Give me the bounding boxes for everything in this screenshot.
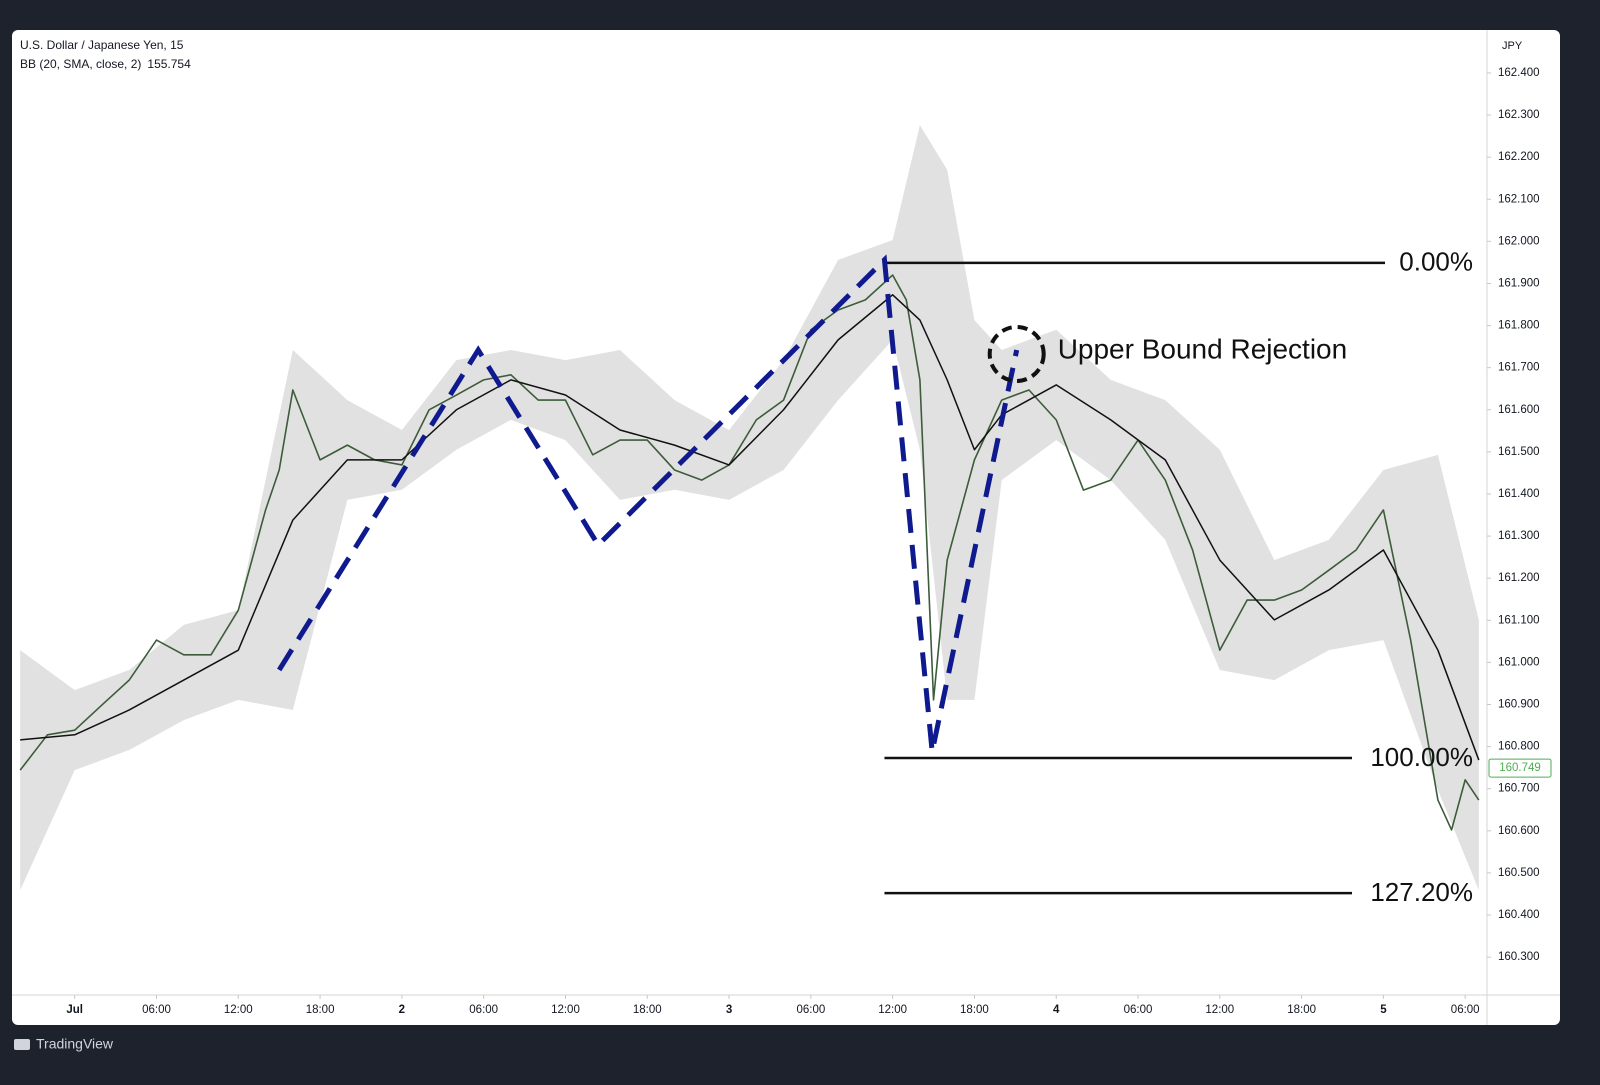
x-tick-label: 06:00 <box>1124 1004 1153 1016</box>
y-tick-label: 162.300 <box>1498 109 1540 121</box>
plot-area <box>19 125 1480 895</box>
y-tick-label: 161.700 <box>1498 362 1540 374</box>
y-tick-label: 160.400 <box>1498 909 1540 921</box>
annotation-circle <box>987 324 1046 383</box>
y-tick-label: 161.200 <box>1498 572 1540 584</box>
chart-title: U.S. Dollar / Japanese Yen, 15 <box>20 38 184 52</box>
y-tick-label: 161.300 <box>1498 530 1540 542</box>
x-tick-label: 06:00 <box>469 1004 498 1016</box>
fib-label: 100.00% <box>1370 742 1473 772</box>
x-tick-label: 18:00 <box>306 1004 335 1016</box>
annotation-text: Upper Bound Rejection <box>1058 333 1348 364</box>
x-tick-label: 18:00 <box>633 1004 662 1016</box>
y-tick-label: 162.400 <box>1498 67 1540 79</box>
x-tick-label: 12:00 <box>551 1004 580 1016</box>
y-tick-label: 161.800 <box>1498 320 1540 332</box>
y-tick-label: 161.400 <box>1498 488 1540 500</box>
y-tick-label: 160.900 <box>1498 699 1540 711</box>
x-tick-label: 12:00 <box>1205 1004 1234 1016</box>
indicator-name: BB (20, SMA, close, 2) <box>20 57 141 71</box>
fib-label: 0.00% <box>1399 247 1473 277</box>
bollinger-band <box>20 125 1479 891</box>
y-tick-label: 160.800 <box>1498 741 1540 753</box>
y-tick-label: 161.900 <box>1498 277 1540 289</box>
x-tick-label: 5 <box>1380 1004 1387 1016</box>
brand-name: TradingView <box>36 1036 114 1052</box>
y-tick-label: 161.100 <box>1498 614 1540 626</box>
chart-panel <box>12 30 1560 1025</box>
x-tick-label: Jul <box>66 1004 83 1016</box>
y-tick-label: 162.100 <box>1498 193 1540 205</box>
zigzag-pattern <box>277 254 1020 753</box>
last-price-label: 160.749 <box>1499 762 1541 774</box>
x-tick-label: 3 <box>726 1004 732 1016</box>
y-tick-label: 162.000 <box>1498 235 1540 247</box>
fib-label: 127.20% <box>1370 877 1473 907</box>
x-tick-label: 12:00 <box>878 1004 907 1016</box>
last-price-box <box>1488 758 1552 778</box>
x-tick-label: 18:00 <box>1287 1004 1316 1016</box>
y-tick-label: 160.600 <box>1498 825 1540 837</box>
price-line <box>20 294 1480 761</box>
y-tick-label: 160.300 <box>1498 951 1540 963</box>
x-tick-label: 06:00 <box>796 1004 825 1016</box>
x-tick-label: 06:00 <box>142 1004 171 1016</box>
y-tick-label: 160.700 <box>1498 783 1540 795</box>
x-tick-label: 06:00 <box>1451 1004 1480 1016</box>
brand: TradingView <box>14 1036 114 1052</box>
y-unit: JPY <box>1502 40 1523 52</box>
y-tick-label: 161.000 <box>1498 656 1540 668</box>
indicator-legend: BB (20, SMA, close, 2) 155.754 <box>20 57 191 71</box>
y-tick-label: 162.200 <box>1498 151 1540 163</box>
x-tick-label: 4 <box>1053 1004 1060 1016</box>
brand-logo <box>14 1039 30 1050</box>
x-tick-label: 18:00 <box>960 1004 989 1016</box>
y-tick-label: 160.500 <box>1498 867 1540 879</box>
y-tick-label: 161.600 <box>1498 404 1540 416</box>
x-tick-label: 12:00 <box>224 1004 253 1016</box>
y-tick-label: 161.500 <box>1498 446 1540 458</box>
indicator-value: 155.754 <box>147 57 191 71</box>
x-tick-label: 2 <box>399 1004 405 1016</box>
